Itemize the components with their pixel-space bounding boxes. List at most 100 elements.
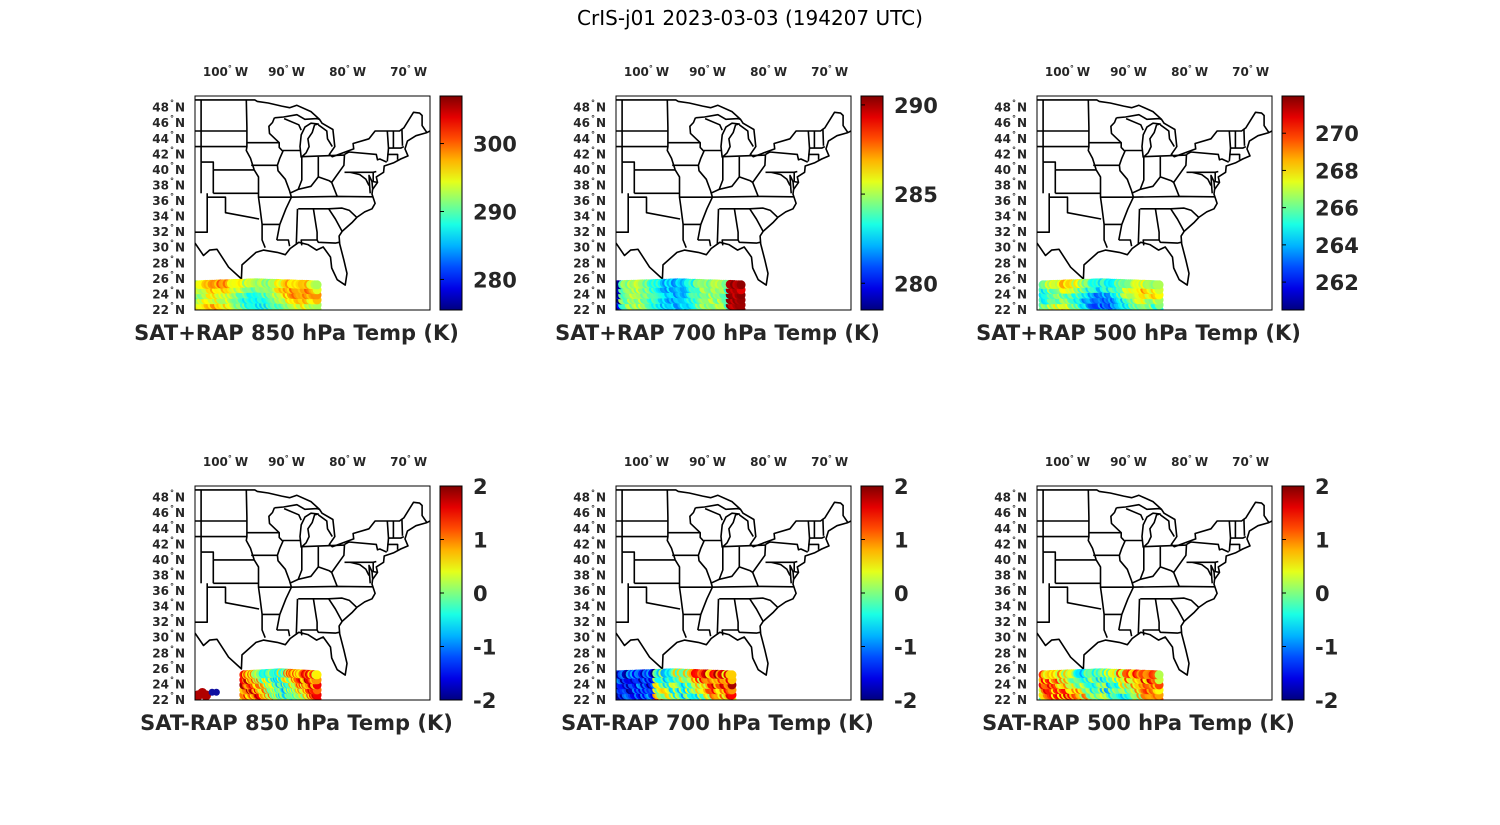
colorbar-tick-label: 290 xyxy=(894,94,938,118)
lon-tick-label: 100° W xyxy=(1045,454,1090,469)
map-figure: 100° W 90° W 80° W 70° W 22°N24°N26°N28°N30°N32°… xyxy=(561,454,917,735)
lat-tick-label: 34°N xyxy=(573,208,606,224)
lat-tick-label: 22°N xyxy=(573,691,606,707)
lat-tick-label: 36°N xyxy=(994,582,1027,598)
colorbar-tick-label: -2 xyxy=(473,689,496,713)
map-frame xyxy=(615,95,852,311)
panel-title: SAT-RAP 850 hPa Temp (K) xyxy=(140,711,453,735)
colorbar-tick-label: 268 xyxy=(1315,159,1359,183)
lat-tick-label: 30°N xyxy=(152,239,185,255)
map-frame xyxy=(194,485,431,701)
lat-tick-label: 32°N xyxy=(994,613,1027,629)
lat-tick-label: 30°N xyxy=(994,629,1027,645)
lon-tick-label: 90° W xyxy=(689,64,726,79)
lon-tick-label: 90° W xyxy=(689,454,726,469)
lat-tick-label: 26°N xyxy=(994,660,1027,676)
colorbar-tick-label: 266 xyxy=(1315,197,1359,221)
us-outline xyxy=(195,99,430,286)
lat-tick-label: 28°N xyxy=(152,254,185,270)
lon-tick-label: 90° W xyxy=(268,454,305,469)
lat-tick-label: 46°N xyxy=(152,504,185,520)
lat-tick-label: 34°N xyxy=(152,598,185,614)
lat-tick-label: 44°N xyxy=(994,520,1027,536)
lat-tick-label: 46°N xyxy=(573,504,606,520)
lon-tick-label: 80° W xyxy=(750,64,787,79)
map-figure: 100° W 90° W 80° W 70° W 22°N24°N26°N28°N30°N32°… xyxy=(555,64,938,345)
colorbar-tick-label: 0 xyxy=(473,582,488,606)
lat-tick-label: 28°N xyxy=(152,644,185,660)
lat-tick-label: 26°N xyxy=(152,270,185,286)
lat-tick-label: 22°N xyxy=(994,301,1027,317)
lat-tick-label: 40°N xyxy=(994,161,1027,177)
swath-point xyxy=(212,688,220,696)
colorbar-tick-label: 280 xyxy=(473,268,517,292)
colorbar-tick-label: 0 xyxy=(894,582,909,606)
lat-tick-label: 32°N xyxy=(152,613,185,629)
lat-tick-label: 24°N xyxy=(152,675,185,691)
lon-tick-label: 70° W xyxy=(390,454,427,469)
lon-tick-label: 80° W xyxy=(329,64,366,79)
panel-diff-500: 100° W 90° W 80° W 70° W 22°N 24°N 26°N 28°N 30°N 32°… xyxy=(970,448,1350,744)
lon-tick-label: 80° W xyxy=(329,454,366,469)
lat-tick-label: 40°N xyxy=(994,551,1027,567)
lat-tick-label: 22°N xyxy=(573,301,606,317)
colorbar-tick-label: -2 xyxy=(1315,689,1338,713)
us-outline xyxy=(1037,489,1272,676)
lat-tick-label: 26°N xyxy=(152,660,185,676)
lat-tick-label: 36°N xyxy=(152,192,185,208)
lat-tick-label: 26°N xyxy=(573,660,606,676)
colorbar-tick-label: 1 xyxy=(473,529,488,553)
lat-tick-label: 46°N xyxy=(573,114,606,130)
lat-tick-label: 38°N xyxy=(573,566,606,582)
colorbar xyxy=(439,95,463,311)
panel-title: SAT-RAP 700 hPa Temp (K) xyxy=(561,711,874,735)
panel-sat-rap-700: 100° W 90° W 80° W 70° W 22°N 24°N 26°N 28°N 30°N 32°… xyxy=(549,58,938,354)
lat-tick-label: 48°N xyxy=(573,99,606,115)
lat-tick-label: 24°N xyxy=(573,675,606,691)
swath-point xyxy=(1154,670,1164,680)
lon-tick-label: 90° W xyxy=(268,64,305,79)
lat-tick-label: 22°N xyxy=(994,691,1027,707)
colorbar-tick-label: 1 xyxy=(1315,529,1330,553)
lat-tick-label: 40°N xyxy=(573,161,606,177)
lat-tick-label: 32°N xyxy=(994,223,1027,239)
lon-tick-label: 100° W xyxy=(624,64,669,79)
map-area xyxy=(1037,96,1272,310)
lon-tick-label: 80° W xyxy=(1171,64,1208,79)
map-figure: 100° W 90° W 80° W 70° W 22°N24°N26°N28°N30°N32°… xyxy=(140,454,496,735)
panel-diff-850: 100° W 90° W 80° W 70° W 22°N 24°N 26°N 28°N 30°N 32°… xyxy=(128,448,508,744)
colorbar-tick-label: 2 xyxy=(894,475,909,499)
panel-title: SAT+RAP 850 hPa Temp (K) xyxy=(134,321,459,345)
lat-tick-label: 34°N xyxy=(994,208,1027,224)
lat-tick-label: 44°N xyxy=(152,130,185,146)
map-area xyxy=(616,486,851,700)
colorbar-tick-label: 2 xyxy=(473,475,488,499)
lat-tick-label: 44°N xyxy=(994,130,1027,146)
lat-tick-label: 22°N xyxy=(152,691,185,707)
panel-sat-rap-500: 100° W 90° W 80° W 70° W 22°N 24°N 26°N 28°N 30°N 32°… xyxy=(970,58,1359,354)
lat-tick-label: 42°N xyxy=(994,145,1027,161)
lat-tick-label: 40°N xyxy=(573,551,606,567)
map-figure: 100° W 90° W 80° W 70° W 22°N24°N26°N28°N30°N32°… xyxy=(982,454,1338,735)
lat-tick-label: 42°N xyxy=(994,535,1027,551)
panel-sat-rap-850: 100° W 90° W 80° W 70° W 22°N 24°N 26°N 28°N 30°N 32°… xyxy=(128,58,517,354)
swath-point xyxy=(312,280,322,290)
lat-tick-label: 30°N xyxy=(994,239,1027,255)
lat-tick-label: 38°N xyxy=(994,566,1027,582)
lat-tick-label: 36°N xyxy=(152,582,185,598)
lat-tick-label: 38°N xyxy=(152,566,185,582)
colorbar-tick-label: 300 xyxy=(473,133,517,157)
map-area xyxy=(195,486,430,700)
colorbar xyxy=(860,95,884,311)
lat-tick-label: 42°N xyxy=(573,535,606,551)
lat-tick-label: 44°N xyxy=(573,520,606,536)
page-title: CrIS-j01 2023-03-03 (194207 UTC) xyxy=(577,6,923,30)
swath-points xyxy=(1038,278,1164,310)
lat-tick-label: 24°N xyxy=(994,675,1027,691)
swath-point xyxy=(200,690,211,700)
map-frame xyxy=(194,95,431,311)
lat-tick-label: 44°N xyxy=(573,130,606,146)
lat-tick-label: 48°N xyxy=(994,489,1027,505)
lat-tick-label: 36°N xyxy=(573,192,606,208)
lat-tick-label: 24°N xyxy=(152,285,185,301)
